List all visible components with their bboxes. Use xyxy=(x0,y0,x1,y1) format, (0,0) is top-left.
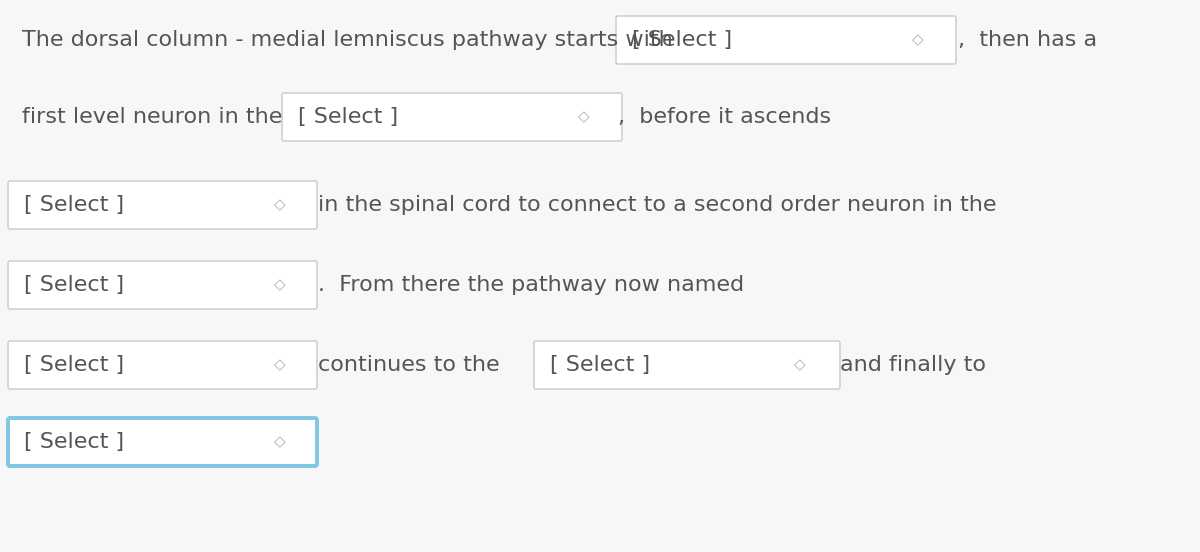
Text: .  From there the pathway now named: . From there the pathway now named xyxy=(318,275,744,295)
Text: [ Select ]: [ Select ] xyxy=(24,275,124,295)
Text: ,  then has a: , then has a xyxy=(958,30,1097,50)
Text: first level neuron in the: first level neuron in the xyxy=(22,107,282,127)
Text: ,  before it ascends: , before it ascends xyxy=(618,107,832,127)
Text: The dorsal column - medial lemniscus pathway starts with: The dorsal column - medial lemniscus pat… xyxy=(22,30,673,50)
Text: ◇: ◇ xyxy=(794,358,806,373)
Text: ◇: ◇ xyxy=(912,33,924,47)
FancyBboxPatch shape xyxy=(616,16,956,64)
Text: [ Select ]: [ Select ] xyxy=(24,432,124,452)
Text: ◇: ◇ xyxy=(274,278,286,293)
FancyBboxPatch shape xyxy=(282,93,622,141)
Text: and finally to: and finally to xyxy=(840,355,986,375)
Text: [ Select ]: [ Select ] xyxy=(24,195,124,215)
Text: in the spinal cord to connect to a second order neuron in the: in the spinal cord to connect to a secon… xyxy=(318,195,996,215)
Text: [ Select ]: [ Select ] xyxy=(632,30,732,50)
Text: ◇: ◇ xyxy=(274,358,286,373)
Text: [ Select ]: [ Select ] xyxy=(550,355,650,375)
FancyBboxPatch shape xyxy=(8,418,317,466)
Text: ◇: ◇ xyxy=(274,434,286,449)
Text: continues to the: continues to the xyxy=(318,355,499,375)
Text: ◇: ◇ xyxy=(274,198,286,213)
FancyBboxPatch shape xyxy=(8,181,317,229)
FancyBboxPatch shape xyxy=(534,341,840,389)
Text: [ Select ]: [ Select ] xyxy=(24,355,124,375)
Text: [ Select ]: [ Select ] xyxy=(298,107,398,127)
Text: ◇: ◇ xyxy=(578,109,590,125)
FancyBboxPatch shape xyxy=(8,341,317,389)
FancyBboxPatch shape xyxy=(8,261,317,309)
